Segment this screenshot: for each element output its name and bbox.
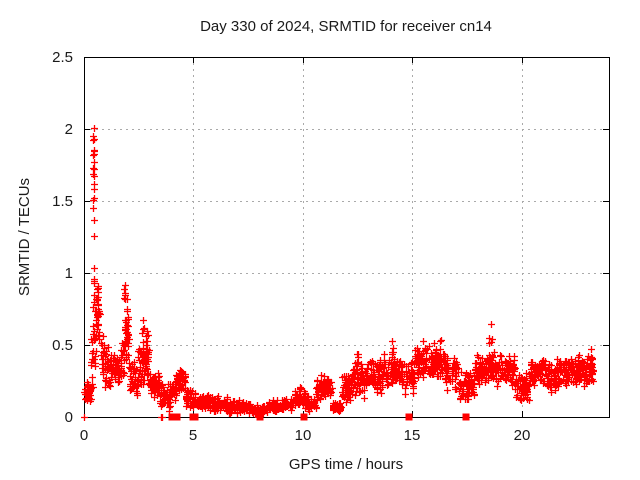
y-tick-label: 0 xyxy=(65,409,73,426)
chart-title: Day 330 of 2024, SRMTID for receiver cn1… xyxy=(200,18,492,35)
x-tick-labels: 0 5 10 15 20 xyxy=(80,427,531,444)
x-tick-label: 10 xyxy=(295,427,312,444)
x-tick-label: 15 xyxy=(404,427,421,444)
grid-lines xyxy=(84,57,609,417)
x-tick-label: 0 xyxy=(80,427,88,444)
y-tick-label: 2 xyxy=(65,121,73,138)
x-tick-label: 5 xyxy=(189,427,197,444)
y-tick-label: 1 xyxy=(65,265,73,282)
y-tick-label: 1.5 xyxy=(52,193,73,210)
y-tick-label: 2.5 xyxy=(52,49,73,66)
zero-marker-squares xyxy=(168,413,470,421)
y-axis-label: SRMTID / TECUs xyxy=(16,178,33,296)
x-tick-label: 20 xyxy=(514,427,531,444)
y-tick-label: 0.5 xyxy=(52,337,73,354)
scatter-points xyxy=(81,125,597,421)
y-tick-labels: 0 0.5 1 1.5 2 2.5 xyxy=(52,49,73,426)
x-axis-label: GPS time / hours xyxy=(289,456,403,473)
plot-border xyxy=(84,57,610,418)
